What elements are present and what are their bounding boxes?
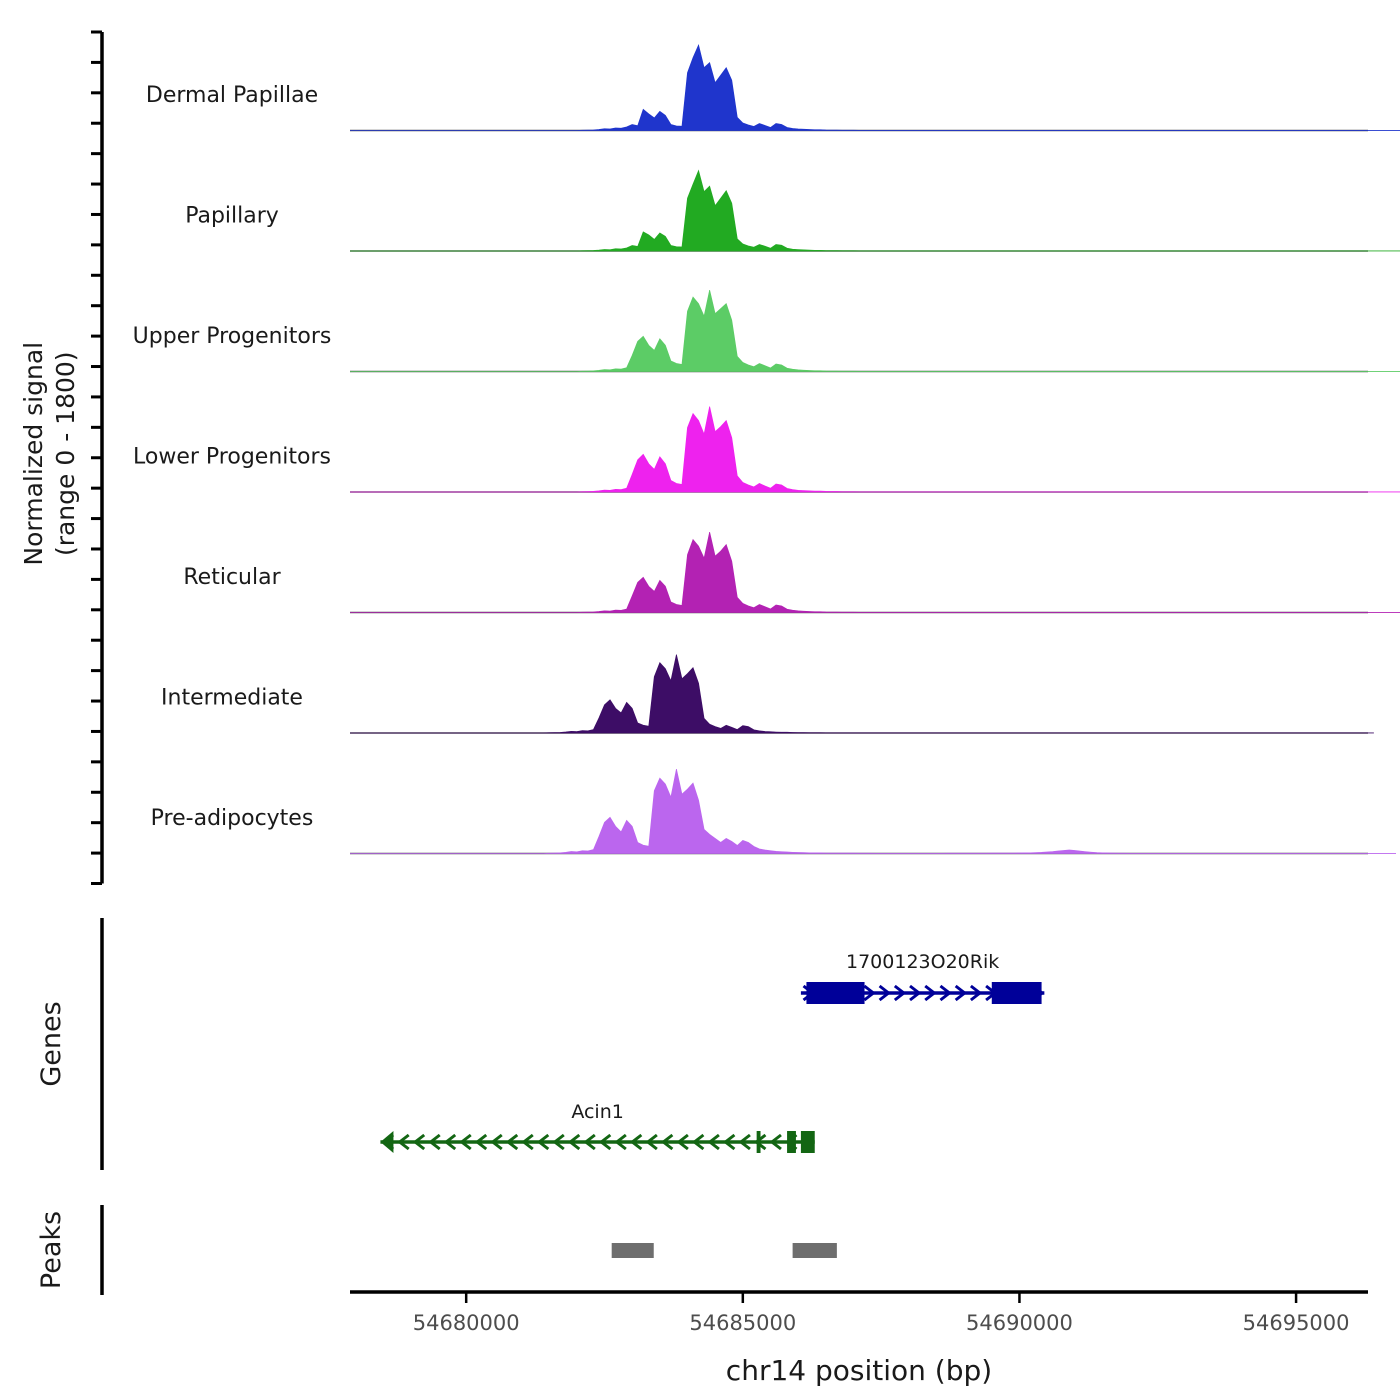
track-label-2: Papillary	[185, 204, 279, 229]
signal-area	[350, 654, 1374, 734]
gene-exon	[991, 982, 1042, 1004]
track-label-7: Pre-adipocytes	[151, 806, 314, 831]
gene-acin1[interactable]	[380, 1131, 815, 1153]
gene-strand-arrow	[691, 1133, 705, 1151]
signal-track-lower-progenitors	[350, 406, 1400, 493]
signal-area	[350, 43, 1400, 131]
track-label-3: Upper Progenitors	[133, 324, 332, 349]
gene-strand-arrow	[443, 1133, 457, 1151]
x-axis-title: chr14 position (bp)	[726, 1354, 992, 1387]
gene-exon	[756, 1131, 761, 1153]
peak-region-2[interactable]	[792, 1243, 837, 1258]
gene-strand-arrow	[583, 1133, 596, 1151]
signal-track-upper-progenitors	[350, 289, 1400, 373]
gene-strand-arrow	[428, 1133, 441, 1151]
gene-strand-arrow	[412, 1133, 426, 1151]
gene-strand-arrow	[939, 984, 952, 1002]
gene-rik[interactable]	[800, 982, 1045, 1004]
gene-strand-arrow	[924, 984, 937, 1002]
signal-area	[350, 289, 1400, 372]
peak-region-1[interactable]	[611, 1243, 654, 1258]
gene-strand-arrow	[490, 1133, 503, 1151]
x-axis-tick-label-1: 54680000	[413, 1311, 520, 1335]
gene-strand-arrow	[738, 1133, 751, 1151]
gene-strand-arrow	[629, 1133, 643, 1151]
signal-area	[350, 768, 1397, 854]
track-label-4: Lower Progenitors	[133, 445, 331, 470]
gene-exon	[787, 1131, 796, 1153]
gene-strand-arrow	[893, 984, 907, 1002]
gene-label-acin1: Acin1	[571, 1101, 624, 1123]
x-axis-tick-label-3: 54690000	[966, 1311, 1073, 1335]
gene-strand-arrow	[707, 1133, 720, 1151]
gene-strand-arrow	[598, 1133, 612, 1151]
gene-strand-arrow	[614, 1133, 627, 1151]
y-axis-label-line1: Normalized signal	[19, 342, 48, 566]
gene-strand-arrow	[909, 984, 922, 1002]
gene-exon	[800, 1131, 815, 1153]
genes-panel-label: Genes	[36, 1001, 67, 1086]
signal-track-dermal-papillae	[350, 43, 1400, 132]
signal-area	[350, 406, 1400, 493]
signal-track-pre-adipocytes	[350, 768, 1397, 855]
gene-strand-arrow	[474, 1133, 488, 1151]
gene-terminal-arrowhead	[380, 1131, 394, 1153]
gene-strand-arrow	[505, 1133, 519, 1151]
gene-strand-arrow	[645, 1133, 658, 1151]
gene-strand-arrow	[459, 1133, 472, 1151]
gene-strand-arrow	[722, 1133, 736, 1151]
gene-strand-arrow	[552, 1133, 565, 1151]
gene-strand-arrow	[969, 984, 983, 1002]
gene-exon	[806, 982, 865, 1004]
track-label-1: Dermal Papillae	[146, 83, 318, 108]
gene-strand-arrow	[660, 1133, 674, 1151]
gene-strand-arrow	[676, 1133, 689, 1151]
track-label-5: Reticular	[183, 565, 281, 590]
gene-strand-arrow	[536, 1133, 550, 1151]
gene-label-rik: 1700123O20Rik	[846, 951, 999, 973]
track-label-6: Intermediate	[161, 686, 303, 711]
gene-strand-arrow	[397, 1133, 410, 1151]
signal-area	[350, 531, 1400, 613]
x-axis-tick-label-2: 54685000	[689, 1311, 796, 1335]
gene-strand-arrow	[878, 984, 892, 1002]
gene-strand-arrow	[769, 1133, 782, 1151]
gene-strand-arrow	[754, 1133, 767, 1151]
signal-track-papillary	[350, 169, 1400, 252]
x-axis-tick-label-4: 54695000	[1243, 1311, 1350, 1335]
y-axis-label-line2: (range 0 - 1800)	[51, 351, 80, 556]
signal-track-intermediate	[350, 654, 1374, 734]
signal-track-reticular	[350, 531, 1400, 614]
gene-strand-arrow	[954, 984, 968, 1002]
gene-strand-arrow	[567, 1133, 581, 1151]
gene-strand-arrow	[863, 984, 876, 1002]
signal-area	[350, 169, 1400, 252]
peaks-panel-label: Peaks	[36, 1211, 67, 1289]
gene-strand-arrow	[521, 1133, 534, 1151]
